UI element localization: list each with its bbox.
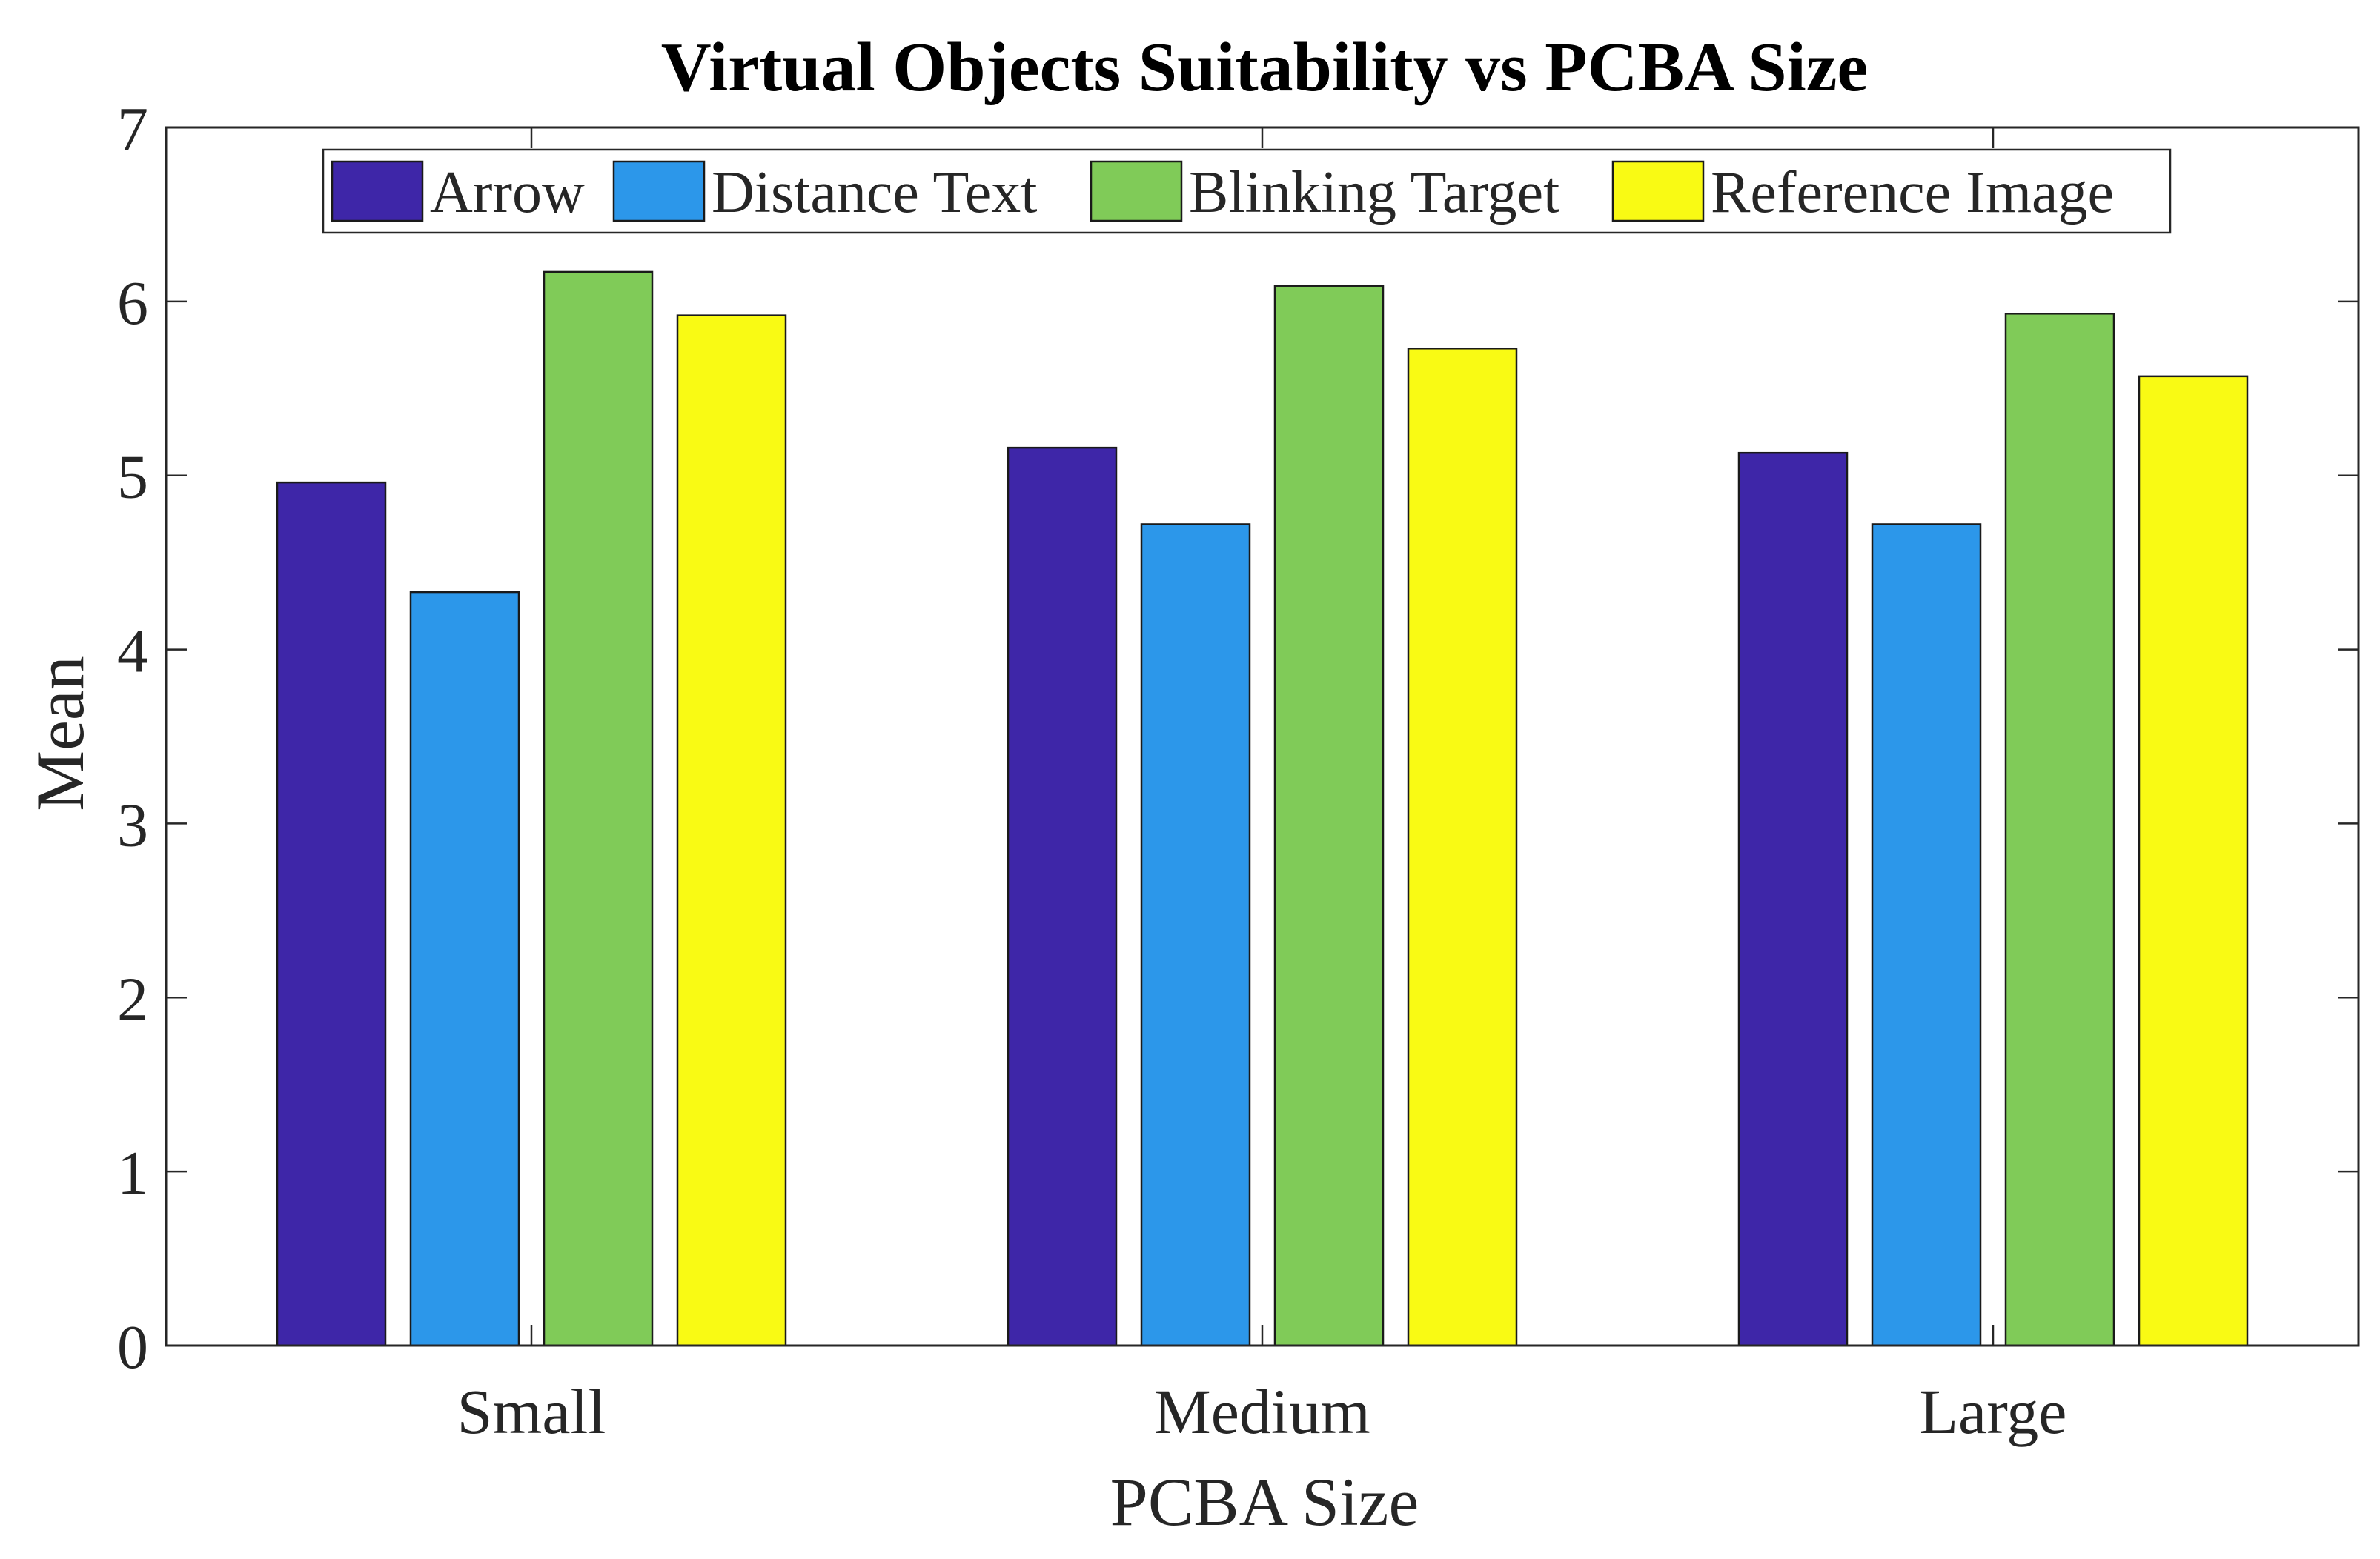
axes-frame [165, 126, 2360, 1347]
y-tick-label: 3 [117, 791, 148, 860]
bar-distance-text-small [409, 591, 520, 1347]
x-tick-label-medium: Medium [1154, 1376, 1370, 1447]
bar-arrow-large [1737, 451, 1849, 1347]
bar-blinking-target-medium [1273, 285, 1385, 1347]
y-tick-label: 1 [117, 1139, 148, 1208]
bar-distance-text-medium [1140, 523, 1251, 1347]
y-tick-label: 7 [117, 95, 148, 164]
bar-reference-image-small [676, 314, 787, 1347]
y-axis-label: Mean [22, 656, 98, 811]
legend-label-arrow: Arrow [430, 160, 585, 225]
legend-swatch-distance-text [612, 160, 706, 222]
legend-swatch-reference-image [1611, 160, 1705, 222]
plot-background [166, 127, 2359, 1346]
bar-arrow-small [276, 481, 387, 1347]
x-tick-label-small: Small [457, 1376, 606, 1447]
bar-blinking-target-small [543, 270, 654, 1347]
bar-arrow-medium [1007, 446, 1118, 1347]
y-tick-label: 6 [117, 269, 148, 338]
legend-swatch-blinking-target [1090, 160, 1183, 222]
x-tick-label-large: Large [1920, 1376, 2067, 1447]
legend-swatch-arrow [331, 160, 424, 222]
y-tick-label: 0 [117, 1313, 148, 1382]
bar-reference-image-medium [1407, 348, 1518, 1347]
plot-area: 0 1 2 3 4 5 6 7 Small Medium Large [117, 95, 2360, 1447]
bar-reference-image-large [2138, 375, 2249, 1347]
legend-label-blinking-target: Blinking Target [1189, 160, 1559, 225]
bar-distance-text-large [1871, 523, 1982, 1347]
x-axis-label: PCBA Size [1110, 1464, 1419, 1540]
chart-title: Virtual Objects Suitability vs PCBA Size [661, 29, 1868, 106]
y-tick-label: 4 [117, 617, 148, 686]
legend: Arrow Distance Text Blinking Target Referen… [322, 148, 2172, 234]
bar-blinking-target-large [2004, 313, 2115, 1347]
y-tick-label: 2 [117, 965, 148, 1034]
y-tick-label: 5 [117, 443, 148, 512]
legend-label-reference-image: Reference Image [1711, 160, 2114, 225]
legend-label-distance-text: Distance Text [712, 160, 1037, 225]
